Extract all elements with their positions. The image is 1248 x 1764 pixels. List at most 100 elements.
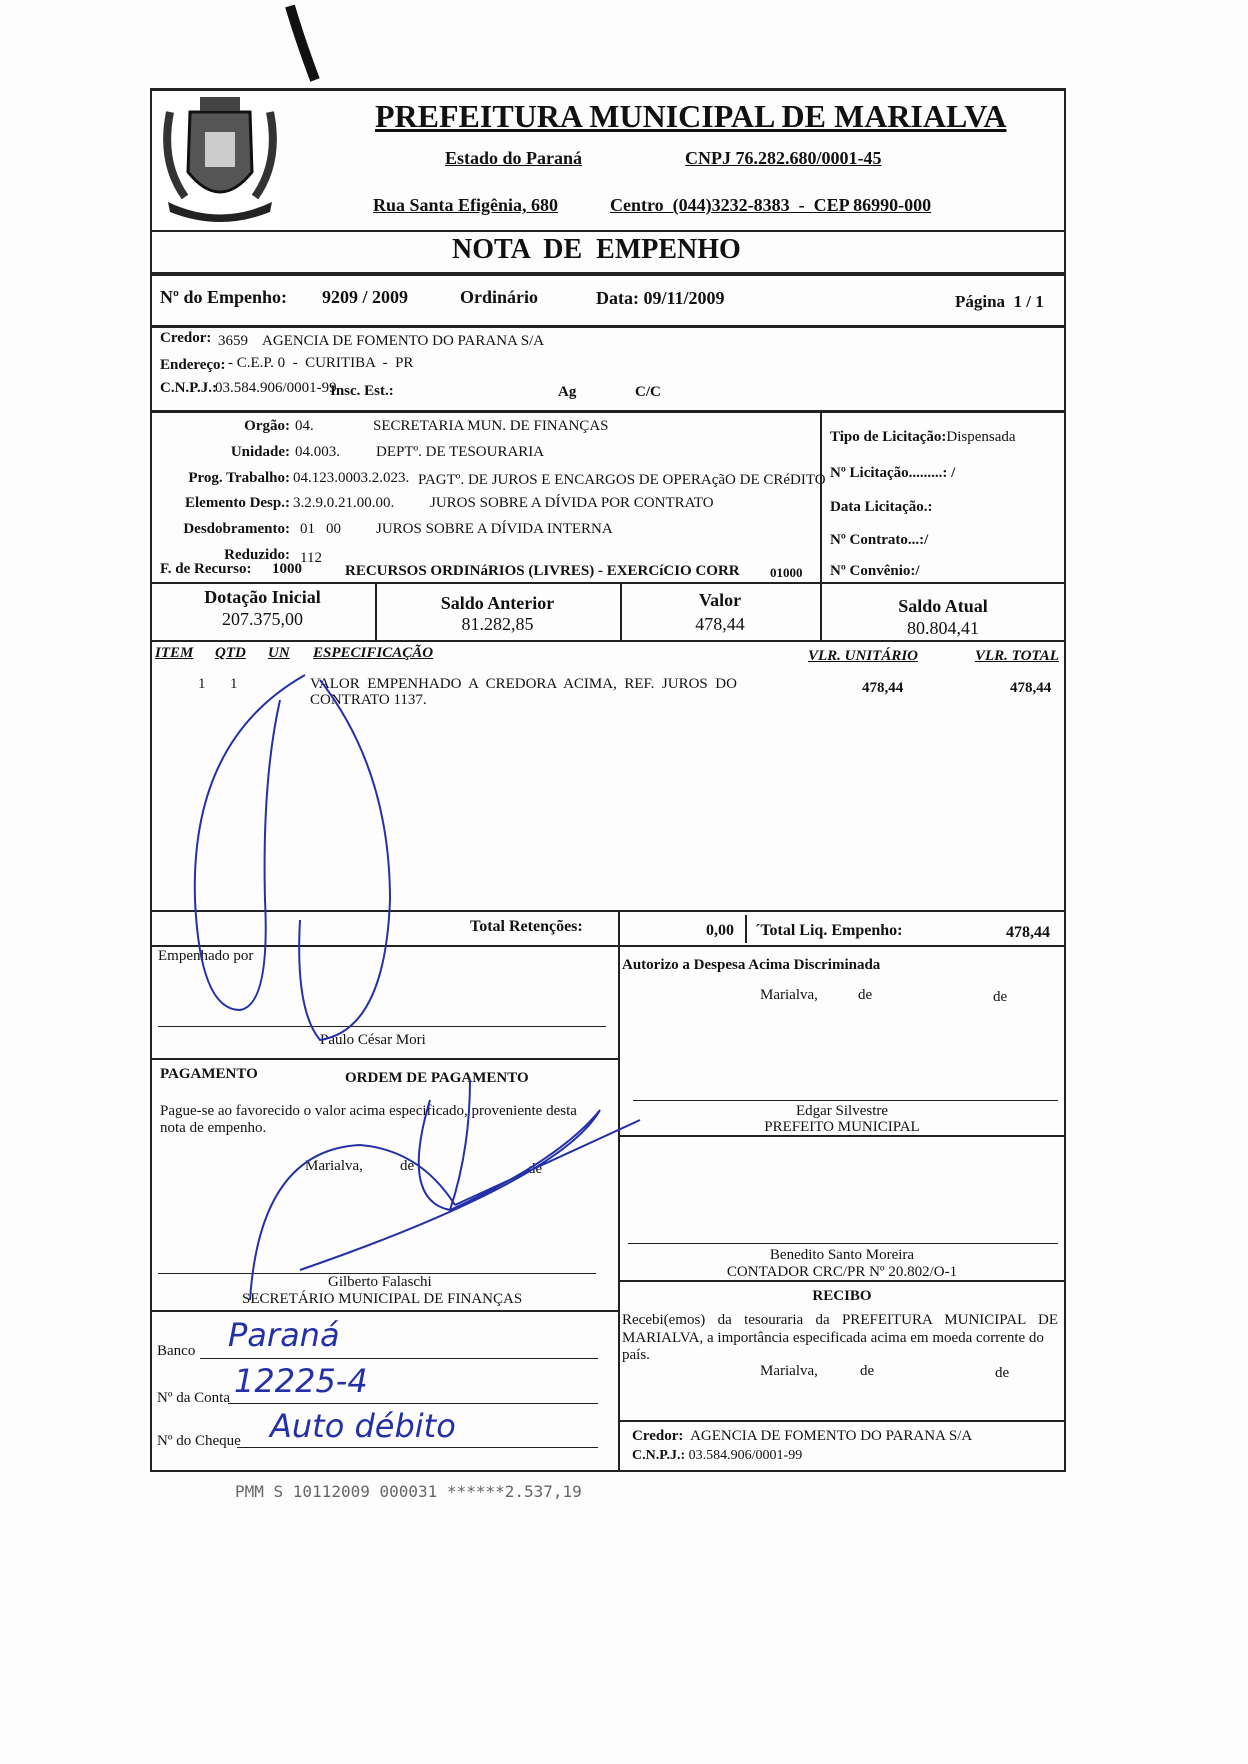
prefeito-role: PREFEITO MUNICIPAL [764,1119,920,1135]
document-title: NOTA DE EMPENHO [452,234,741,265]
recibo-place: Marialva, [760,1363,818,1379]
divider [150,582,1066,584]
empenho-date: Data: 09/11/2009 [596,288,725,308]
conta-value: 12225-4 [234,1362,368,1400]
secretario-name: Gilberto Falaschi [328,1274,432,1290]
fonte-label: F. de Recurso: [160,561,252,577]
cc-label: C/C [635,384,661,400]
credor-label: Credor: [160,330,212,346]
banco-line [200,1358,598,1359]
banco-label: Banco [157,1343,196,1359]
empenhado-label: Empenhado por [158,948,254,964]
dotacao-label: Dotação Inicial [204,587,321,607]
divider [150,410,1066,413]
fonte-num: 01000 [770,565,803,580]
recibo-cnpj-label: C.N.P.J.: [632,1448,686,1463]
address-label: Endereço: [160,357,226,373]
liquido-label: ´Total Liq. Empenho: [755,922,903,939]
tipo-label: Tipo de Licitação: [830,429,947,445]
pagamento-de-2: de [528,1161,543,1177]
credor-code: 3659 [218,333,248,349]
page-title: PREFEITURA MUNICIPAL DE MARIALVA [375,98,1007,134]
prog-code: 04.123.0003.2.023. [293,470,410,486]
border-right [1064,88,1066,1470]
insc-label: Insc. Est.: [330,383,394,399]
pagamento-de-1: de [400,1158,415,1174]
pagamento-text-2: nota de empenho. [160,1120,267,1136]
unidade-code: 04.003. [295,444,340,460]
cheque-label: Nº do Cheque [157,1433,241,1449]
orgao-code: 04. [295,418,314,434]
row-item: 1 [198,676,206,692]
signature-line [158,1026,606,1027]
desd-label: Desdobramento: [183,521,290,537]
autorizo-de-2: de [993,989,1008,1005]
fonte: RECURSOS ORDINáRIOS (LIVRES) - EXERCíCIO… [345,563,740,579]
divider [375,582,377,640]
divider [745,915,747,943]
signature-line [628,1243,1058,1244]
divider [150,272,1066,276]
divider [150,1058,618,1060]
saldo-anterior-value: 81.282,85 [461,614,534,634]
divider [618,1420,1066,1422]
pagamento-label: PAGAMENTO [160,1066,258,1082]
desd-a: 01 [300,521,315,537]
recibo-text-3: país. [622,1347,650,1363]
divider [820,410,822,640]
elem-label: Elemento Desp.: [185,495,290,511]
tipo-licitacao: Tipo de Licitação:Dispensada [830,429,1016,446]
elem-code: 3.2.9.0.21.00.00. [293,495,395,511]
prog-label: Prog. Trabalho: [188,470,290,486]
secretario-role: SECRETÁRIO MUNICIPAL DE FINANÇAS [242,1291,523,1307]
prog: PAGTº. DE JUROS E ENCARGOS DE OPERAçãO D… [418,472,826,488]
col-item: ITEM [155,645,194,661]
contact: Centro (044)3232-8383 - CEP 86990-000 [610,195,932,215]
divider [150,910,1066,912]
num-licitacao: Nº Licitação.........: / [830,465,956,481]
valor-label: Valor [698,590,742,610]
pagamento-text-1: Pague-se ao favorecido o valor acima esp… [160,1103,577,1119]
recibo-credor-label: Credor: [632,1428,684,1444]
col-total: VLR. TOTAL [975,648,1059,664]
liquido-value: 478,44 [1006,924,1050,941]
contador-name: Benedito Santo Moreira [769,1247,915,1263]
border-left [150,88,152,1470]
reduzido: 112 [300,550,322,566]
col-un: UN [268,645,290,661]
divider [150,945,1066,947]
credor-cnpj: 03.584.906/0001-99 [215,380,337,396]
cheque-value: Auto débito [270,1407,456,1445]
page-number: Página 1 / 1 [955,292,1044,311]
fonte-code: 1000 [272,561,302,577]
address: Rua Santa Efigênia, 680 [373,195,559,215]
divider [150,1310,618,1312]
col-spec: ESPECIFICAÇÃO [313,645,434,661]
state: Estado do Paraná [445,148,583,168]
orgao: SECRETARIA MUN. DE FINANÇAS [373,418,609,434]
autorizo-de-1: de [858,987,873,1003]
desd: JUROS SOBRE A DÍVIDA INTERNA [376,521,613,537]
data-licitacao: Data Licitação.: [830,499,933,515]
recibo-credor-name: AGENCIA DE FOMENTO DO PARANA S/A [690,1428,973,1444]
reduzido-label: Reduzido: [224,547,290,563]
retencoes-value: 0,00 [706,922,734,939]
empenho-number: 9209 / 2009 [322,287,409,307]
border-top [150,88,1066,91]
ordem-label: ORDEM DE PAGAMENTO [345,1070,529,1086]
desd-b: 00 [326,521,341,537]
credor-address: - C.E.P. 0 - CURITIBA - PR [228,355,414,371]
recibo-credor: Credor: AGENCIA DE FOMENTO DO PARANA S/A [632,1428,972,1445]
saldo-atual-value: 80.804,41 [907,618,979,638]
recibo-de-2: de [995,1365,1010,1381]
recibo-label: RECIBO [812,1288,872,1304]
divider [150,230,1066,232]
cnpj-label: C.N.P.J.: [160,380,217,396]
num-convenio: Nº Convênio:/ [830,563,920,579]
retencoes-label: Total Retenções: [470,918,583,935]
saldo-anterior-label: Saldo Anterior [440,593,555,613]
coat-of-arms-logo [160,92,280,227]
unidade: DEPTº. DE TESOURARIA [376,444,545,460]
autorizo-label: Autorizo a Despesa Acima Discriminada [622,957,881,973]
row-qtd: 1 [230,676,238,692]
